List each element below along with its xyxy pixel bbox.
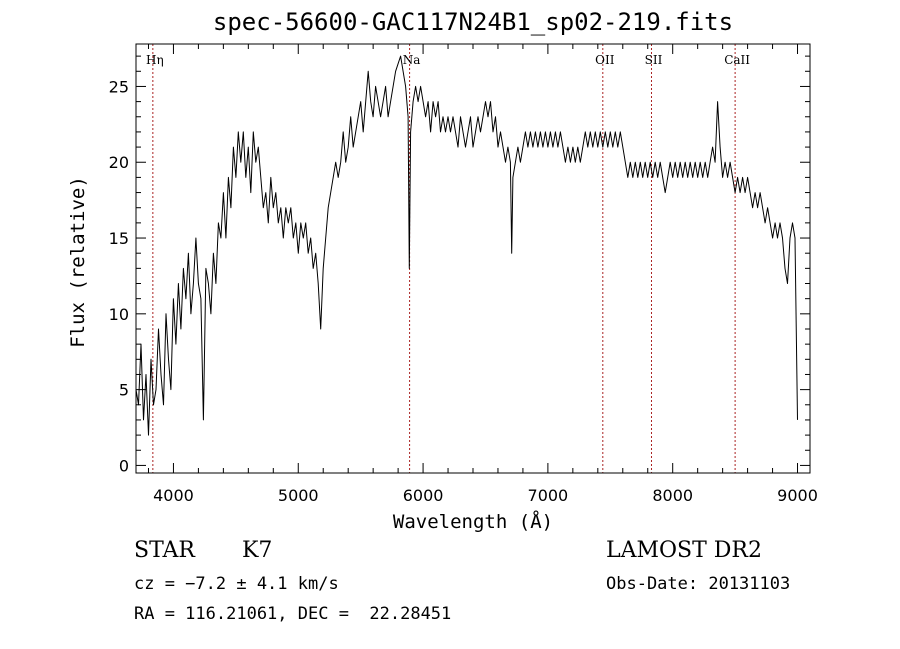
x-axis: 4000 5000 6000 7000 8000 9000 xyxy=(147,44,818,505)
observation-date: Obs-Date: 20131103 xyxy=(606,574,791,594)
spectral-type: K7 xyxy=(242,538,273,563)
y-axis: 0 5 10 15 20 25 xyxy=(109,55,810,475)
y-tick-label: 25 xyxy=(109,77,129,96)
x-tick-label: 8000 xyxy=(652,486,693,505)
chart-title: spec-56600-GAC117N24B1_sp02-219.fits xyxy=(213,8,733,36)
x-axis-label: Wavelength (Å) xyxy=(393,510,553,533)
coordinates: RA = 116.21061, DEC = 22.28451 xyxy=(134,604,452,624)
survey-name: LAMOST DR2 xyxy=(606,538,762,563)
y-tick-label: 5 xyxy=(119,381,129,400)
line-marker-label: Hη xyxy=(146,53,164,67)
y-tick-label: 15 xyxy=(109,229,129,248)
x-tick-label: 4000 xyxy=(153,486,194,505)
spectrum-series xyxy=(135,55,798,436)
y-axis-label: Flux (relative) xyxy=(67,176,89,348)
redshift-velocity: cz = −7.2 ± 4.1 km/s xyxy=(134,574,339,594)
x-tick-label: 9000 xyxy=(777,486,818,505)
object-class: STAR xyxy=(134,538,195,563)
y-tick-label: 0 xyxy=(119,456,129,475)
y-tick-label: 20 xyxy=(109,153,129,172)
line-marker-label: OII xyxy=(595,53,615,67)
x-tick-label: 5000 xyxy=(278,486,319,505)
spectrum-line xyxy=(135,55,798,436)
x-tick-label: 7000 xyxy=(528,486,569,505)
plot-frame xyxy=(135,43,811,474)
line-marker-label: CaII xyxy=(724,53,750,67)
line-marker-label: Na xyxy=(403,53,421,67)
x-tick-label: 6000 xyxy=(403,486,444,505)
y-tick-label: 10 xyxy=(109,305,129,324)
line-markers: Hη Na OII SII CaII xyxy=(146,44,750,473)
line-marker-label: SII xyxy=(645,53,663,67)
